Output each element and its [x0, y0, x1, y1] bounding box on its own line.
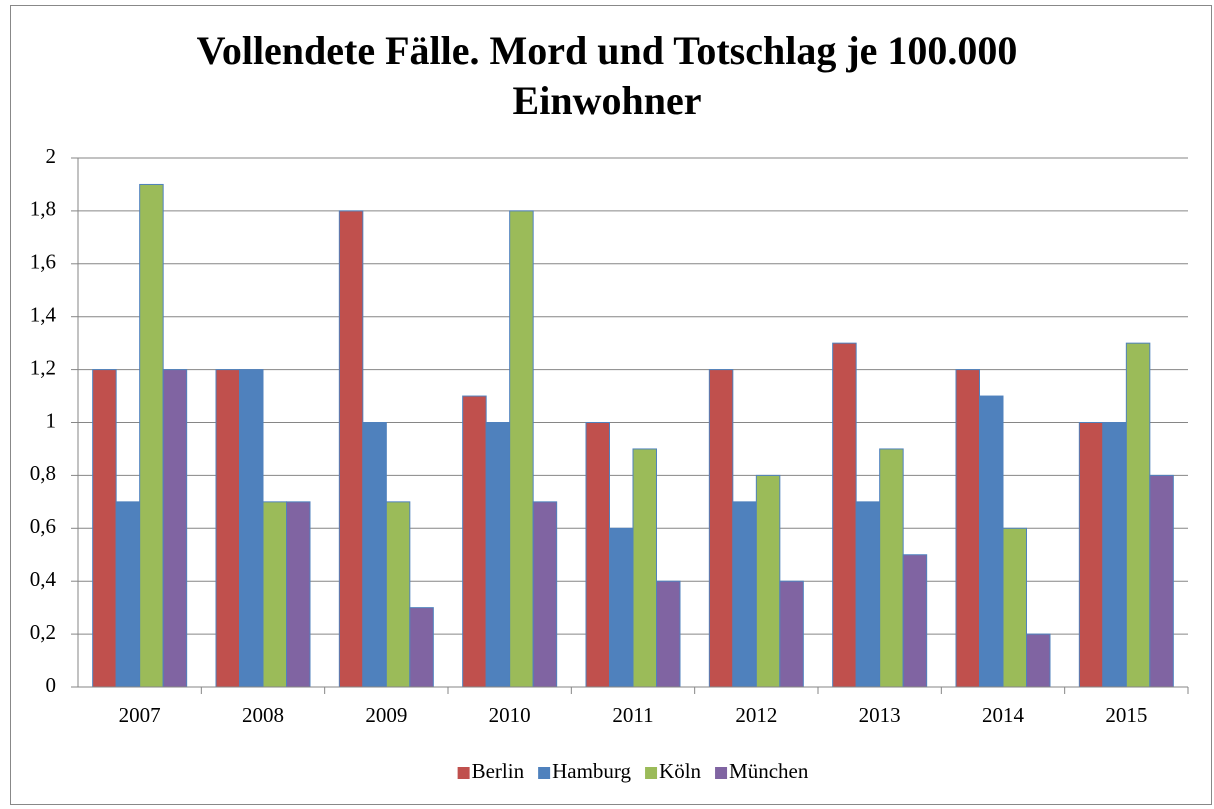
bar	[632, 448, 657, 688]
bar	[239, 369, 264, 688]
y-tick-label: 1	[46, 408, 57, 432]
x-tick-label: 2010	[489, 703, 531, 727]
legend-swatch	[645, 767, 658, 779]
legend-label: Köln	[659, 759, 702, 783]
bar	[902, 554, 928, 688]
bar	[779, 580, 804, 688]
bar	[509, 210, 534, 688]
bar	[409, 607, 434, 688]
bar	[585, 422, 610, 688]
bar	[532, 501, 558, 688]
y-tick-label: 1,2	[30, 355, 56, 379]
y-tick-label: 0,2	[30, 620, 56, 644]
legend-label: Berlin	[472, 759, 525, 783]
bar	[656, 580, 681, 688]
bar	[1125, 342, 1151, 688]
bar	[1149, 474, 1174, 688]
bar	[755, 474, 781, 688]
y-tick-label: 1,6	[30, 250, 56, 274]
y-tick-label: 2	[46, 144, 57, 168]
x-tick-label: 2015	[1105, 703, 1147, 727]
bar	[979, 395, 1004, 688]
x-tick-label: 2014	[982, 703, 1025, 727]
bar	[708, 369, 734, 688]
bar	[286, 501, 311, 688]
bar	[485, 422, 511, 688]
legend-swatch	[538, 767, 551, 779]
x-tick-label: 2012	[735, 703, 777, 727]
bar	[855, 501, 881, 688]
legend-label: München	[729, 759, 809, 783]
x-tick-label: 2013	[859, 703, 901, 727]
bar	[609, 527, 634, 688]
legend-label: Hamburg	[552, 759, 631, 783]
bar	[262, 501, 287, 688]
y-tick-label: 0,6	[30, 514, 56, 538]
bar	[338, 210, 364, 688]
bar	[462, 395, 487, 688]
bar	[362, 422, 387, 688]
bar	[162, 369, 188, 688]
legend-swatch	[457, 767, 470, 779]
bar	[115, 501, 141, 688]
bar	[955, 369, 980, 688]
bar	[1078, 422, 1104, 688]
y-tick-label: 0,4	[30, 567, 57, 591]
bar	[732, 501, 757, 688]
x-tick-label: 2008	[242, 703, 284, 727]
bar	[879, 448, 904, 688]
bar	[1102, 422, 1127, 688]
y-tick-label: 1,8	[30, 197, 56, 221]
legend-swatch	[715, 767, 728, 779]
y-tick-label: 0,8	[30, 461, 56, 485]
bar	[1002, 527, 1027, 688]
y-tick-label: 1,4	[30, 303, 57, 327]
x-tick-label: 2011	[612, 703, 653, 727]
bar	[385, 501, 411, 688]
bar	[139, 183, 164, 688]
y-tick-label: 0	[46, 673, 57, 697]
x-tick-label: 2009	[365, 703, 407, 727]
chart-title: Vollendete Fälle. Mord und Totschlag je …	[196, 28, 1018, 123]
chart-frame	[10, 5, 1212, 805]
bar	[215, 369, 240, 688]
bar	[1026, 633, 1051, 688]
bar	[832, 342, 857, 688]
bar	[92, 369, 117, 688]
x-tick-label: 2007	[119, 703, 161, 727]
